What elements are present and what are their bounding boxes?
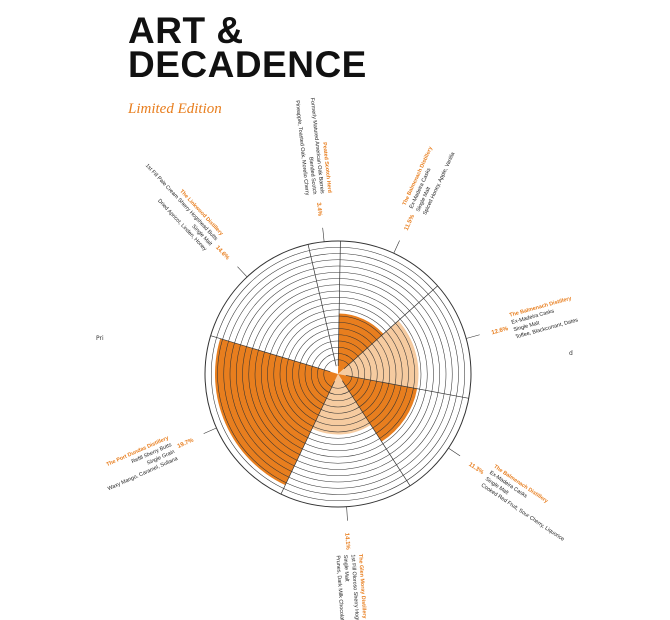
segment-divider bbox=[280, 381, 335, 495]
segment-detail: Blended Scotch bbox=[307, 157, 317, 195]
ring bbox=[248, 284, 428, 464]
segment-divider bbox=[342, 380, 411, 486]
segment-divider bbox=[343, 285, 438, 369]
ring bbox=[210, 246, 466, 502]
ring bbox=[254, 290, 422, 458]
edge-fragment-left: Pri bbox=[96, 335, 104, 342]
segment-divider bbox=[210, 335, 331, 373]
leader-line bbox=[322, 227, 325, 242]
segment-detail: Prunes, Dark Milk Chocolate, Biscuits bbox=[334, 555, 346, 620]
ring bbox=[292, 328, 384, 420]
segment-detail: Pineapple, Toasted Oak, Morello Cherry bbox=[294, 100, 310, 196]
segment-bar bbox=[338, 313, 384, 374]
segment-value: 14.6% bbox=[214, 245, 230, 262]
ring bbox=[235, 271, 441, 477]
title-line-1: ART & bbox=[128, 10, 244, 51]
ring bbox=[267, 303, 409, 445]
title-line-2: DECADENCE bbox=[128, 44, 367, 85]
segment-divider bbox=[345, 375, 469, 399]
segment-value: 3.4% bbox=[315, 202, 322, 217]
ring bbox=[217, 253, 459, 495]
segment-value: 12.6% bbox=[491, 326, 510, 337]
ring bbox=[242, 278, 434, 470]
leader-line bbox=[203, 427, 217, 434]
ring bbox=[229, 265, 447, 483]
segment-value: 14.1% bbox=[343, 533, 350, 551]
segment-bar bbox=[312, 374, 371, 435]
leader-line bbox=[237, 266, 248, 278]
segment-label: 11.3% The Balmenach DistilleryEx-Madeira … bbox=[467, 462, 565, 543]
segment-detail: Single Malt bbox=[342, 555, 350, 582]
segment-bar bbox=[214, 338, 338, 486]
leader-line bbox=[448, 447, 461, 457]
ring bbox=[279, 315, 397, 433]
segment-name: Peated Scotch Herd bbox=[321, 142, 332, 193]
ring bbox=[204, 240, 472, 508]
leader-line bbox=[466, 334, 480, 339]
leader-line bbox=[346, 506, 348, 521]
ring bbox=[298, 334, 378, 414]
segment-divider bbox=[337, 241, 341, 367]
segment-label: 11.5%The Balmenach DistilleryEx-Madeira … bbox=[402, 146, 457, 232]
segment-label: 12.6%The Balmenach DistilleryEx-Madeira … bbox=[491, 296, 579, 341]
ring bbox=[304, 340, 372, 408]
segment-detail: 1st Fill Pale Cream Sherry Hogshead Butt… bbox=[144, 163, 219, 242]
segment-value: 19.7% bbox=[177, 437, 196, 450]
segment-bar bbox=[338, 374, 418, 442]
ring bbox=[317, 353, 359, 395]
ring bbox=[285, 321, 391, 427]
ring bbox=[273, 309, 403, 439]
ring bbox=[260, 296, 416, 452]
ring bbox=[223, 259, 453, 489]
segment-value: 11.5% bbox=[404, 213, 417, 231]
ring bbox=[310, 346, 366, 402]
subtitle: Limited Edition bbox=[128, 101, 222, 117]
leader-line bbox=[393, 240, 400, 254]
page-title: ART & DECADENCE bbox=[128, 10, 367, 85]
segment-value: 11.3% bbox=[467, 462, 485, 477]
segment-name: The Glen Moray Distillery bbox=[357, 554, 367, 619]
segment-divider bbox=[307, 244, 337, 367]
edge-fragment-right: d bbox=[569, 350, 573, 357]
